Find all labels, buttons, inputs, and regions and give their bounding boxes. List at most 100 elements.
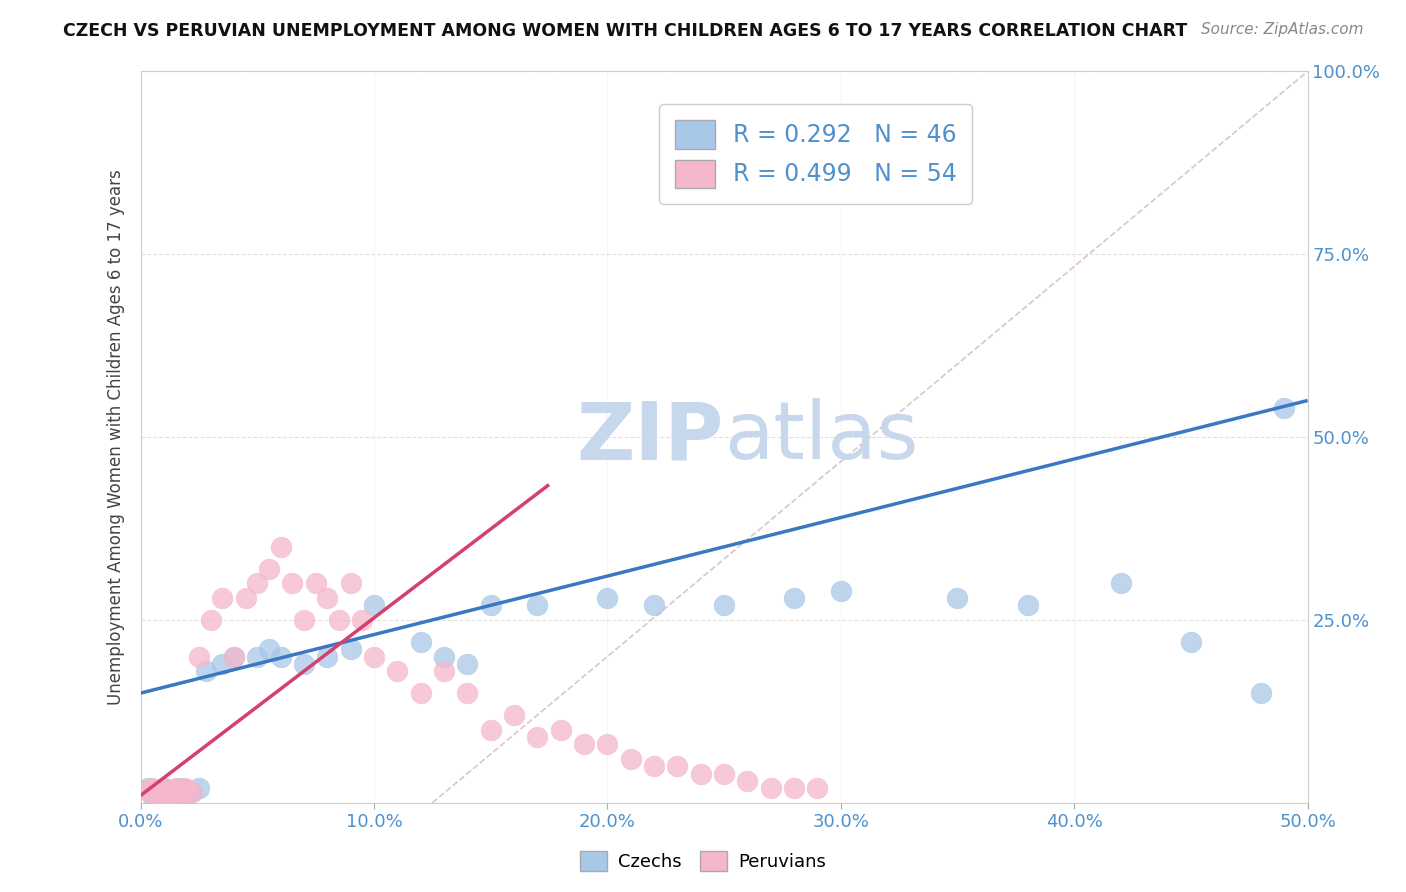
Point bbox=[162, 787, 184, 801]
Point bbox=[162, 782, 184, 797]
Point bbox=[759, 781, 782, 796]
Point bbox=[713, 766, 735, 780]
Point bbox=[620, 752, 643, 766]
Point bbox=[409, 686, 432, 700]
Point bbox=[713, 599, 735, 613]
Point bbox=[328, 613, 350, 627]
Point bbox=[363, 649, 385, 664]
Point bbox=[211, 657, 233, 671]
Text: CZECH VS PERUVIAN UNEMPLOYMENT AMONG WOMEN WITH CHILDREN AGES 6 TO 17 YEARS CORR: CZECH VS PERUVIAN UNEMPLOYMENT AMONG WOM… bbox=[63, 22, 1188, 40]
Point bbox=[139, 785, 162, 799]
Point bbox=[479, 599, 502, 613]
Point bbox=[1109, 576, 1132, 591]
Point bbox=[153, 781, 176, 796]
Point bbox=[305, 576, 328, 591]
Point bbox=[737, 773, 759, 788]
Point bbox=[188, 649, 211, 664]
Point bbox=[1017, 599, 1039, 613]
Point bbox=[456, 686, 478, 700]
Legend: R = 0.292   N = 46, R = 0.499   N = 54: R = 0.292 N = 46, R = 0.499 N = 54 bbox=[659, 104, 972, 203]
Legend: Czechs, Peruvians: Czechs, Peruvians bbox=[574, 844, 832, 879]
Text: Source: ZipAtlas.com: Source: ZipAtlas.com bbox=[1201, 22, 1364, 37]
Point bbox=[148, 789, 170, 804]
Point bbox=[165, 787, 187, 801]
Point bbox=[316, 649, 339, 664]
Point bbox=[174, 789, 197, 803]
Point bbox=[246, 576, 269, 591]
Point bbox=[155, 789, 177, 803]
Point bbox=[257, 642, 280, 657]
Point bbox=[136, 781, 159, 796]
Point bbox=[643, 759, 665, 773]
Point bbox=[339, 642, 361, 657]
Point bbox=[550, 723, 572, 737]
Point bbox=[433, 649, 456, 664]
Point bbox=[503, 708, 526, 723]
Point bbox=[363, 599, 385, 613]
Point bbox=[526, 730, 548, 744]
Point bbox=[141, 789, 163, 803]
Point bbox=[169, 781, 191, 796]
Point bbox=[211, 591, 233, 605]
Point bbox=[409, 635, 432, 649]
Point bbox=[352, 613, 374, 627]
Point bbox=[136, 782, 159, 797]
Point bbox=[806, 781, 828, 796]
Point bbox=[270, 540, 292, 554]
Point bbox=[165, 781, 187, 796]
Point bbox=[339, 576, 361, 591]
Point bbox=[596, 737, 619, 751]
Point bbox=[150, 785, 173, 799]
Point bbox=[257, 562, 280, 576]
Point bbox=[143, 782, 166, 797]
Point bbox=[200, 613, 222, 627]
Point bbox=[572, 737, 595, 751]
Text: ZIP: ZIP bbox=[576, 398, 724, 476]
Point bbox=[146, 787, 169, 801]
Point bbox=[146, 782, 169, 797]
Point bbox=[292, 613, 315, 627]
Point bbox=[292, 657, 315, 671]
Point bbox=[1180, 635, 1202, 649]
Point bbox=[167, 785, 190, 799]
Point bbox=[456, 657, 478, 671]
Point bbox=[316, 591, 339, 605]
Point bbox=[387, 664, 409, 678]
Point bbox=[1250, 686, 1272, 700]
Point bbox=[526, 599, 548, 613]
Point bbox=[222, 649, 245, 664]
Point bbox=[194, 664, 217, 678]
Point bbox=[1272, 401, 1295, 415]
Point bbox=[148, 789, 170, 803]
Point bbox=[946, 591, 969, 605]
Point bbox=[235, 591, 257, 605]
Text: atlas: atlas bbox=[724, 398, 918, 476]
Point bbox=[174, 781, 197, 796]
Point bbox=[176, 782, 198, 797]
Point bbox=[153, 781, 176, 796]
Point bbox=[643, 599, 665, 613]
Point bbox=[172, 787, 194, 801]
Point bbox=[596, 591, 619, 605]
Point bbox=[666, 759, 689, 773]
Point bbox=[176, 782, 198, 797]
Point bbox=[188, 781, 211, 796]
Point bbox=[160, 789, 183, 803]
Point bbox=[783, 781, 806, 796]
Point bbox=[181, 785, 204, 799]
Point bbox=[222, 649, 245, 664]
Y-axis label: Unemployment Among Women with Children Ages 6 to 17 years: Unemployment Among Women with Children A… bbox=[107, 169, 125, 705]
Point bbox=[830, 583, 852, 598]
Point bbox=[169, 782, 191, 797]
Point bbox=[139, 785, 162, 799]
Point bbox=[157, 782, 180, 797]
Point bbox=[150, 785, 173, 799]
Point bbox=[157, 785, 180, 799]
Point bbox=[281, 576, 304, 591]
Point bbox=[433, 664, 456, 678]
Point bbox=[783, 591, 806, 605]
Point bbox=[270, 649, 292, 664]
Point bbox=[689, 766, 711, 780]
Point bbox=[479, 723, 502, 737]
Point bbox=[246, 649, 269, 664]
